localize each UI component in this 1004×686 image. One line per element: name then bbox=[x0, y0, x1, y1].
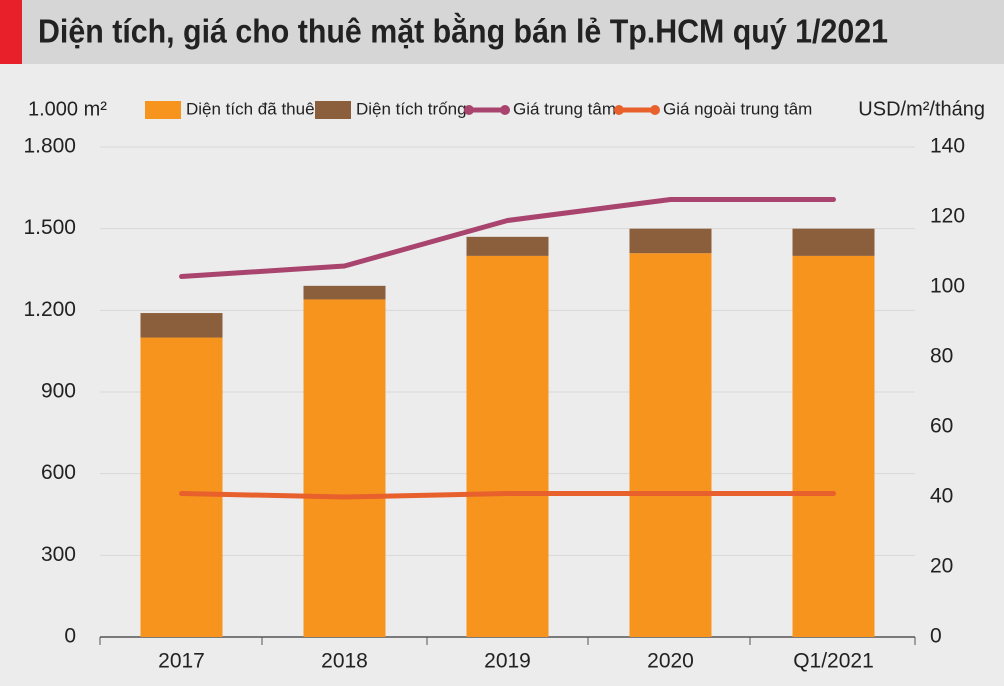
category-separators bbox=[99, 637, 916, 645]
y2-tick-label: 20 bbox=[930, 555, 953, 578]
legend-swatch-dot bbox=[650, 105, 660, 115]
y-tick-label: 900 bbox=[41, 380, 76, 403]
bar-segment bbox=[792, 228, 875, 256]
y2-tick-label: 100 bbox=[930, 275, 965, 298]
legend-swatch-dot bbox=[500, 105, 510, 115]
bar-segment bbox=[466, 236, 549, 256]
legend-swatch bbox=[315, 101, 351, 119]
legend-swatch-dot bbox=[614, 105, 624, 115]
y-tick-label: 0 bbox=[64, 625, 76, 648]
bar-segment bbox=[629, 253, 712, 637]
y-tick-label: 1.800 bbox=[23, 135, 76, 158]
line bbox=[179, 197, 836, 279]
title-accent bbox=[0, 0, 22, 64]
y2-tick-label: 60 bbox=[930, 415, 953, 438]
y2-tick-label: 80 bbox=[930, 345, 953, 368]
chart-title: Diện tích, giá cho thuê mặt bằng bán lẻ … bbox=[38, 13, 888, 50]
legend-label: Giá ngoài trung tâm bbox=[663, 99, 812, 118]
bar-segment bbox=[466, 255, 549, 637]
legend-label: Diện tích đã thuê bbox=[186, 99, 315, 118]
y-tick-label: 600 bbox=[41, 461, 76, 484]
bar-segment bbox=[792, 255, 875, 637]
legend-swatch bbox=[145, 101, 181, 119]
line bbox=[179, 491, 836, 500]
bar-segment bbox=[629, 228, 712, 254]
y2-tick-label: 120 bbox=[930, 205, 965, 228]
bar-segment bbox=[140, 337, 223, 637]
legend-label: Giá trung tâm bbox=[513, 99, 616, 118]
x-tick-label: 2018 bbox=[321, 650, 368, 673]
x-tick-label: 2019 bbox=[484, 650, 531, 673]
y-tick-label: 1.200 bbox=[23, 298, 76, 321]
x-tick-label: Q1/2021 bbox=[793, 650, 874, 673]
y2-tick-label: 40 bbox=[930, 485, 953, 508]
y2-tick-label: 0 bbox=[930, 625, 942, 648]
y-tick-label: 1.500 bbox=[23, 216, 76, 239]
x-tick-label: 2020 bbox=[647, 650, 694, 673]
x-tick-label: 2017 bbox=[158, 650, 205, 673]
legend-label: Diện tích trống bbox=[356, 99, 467, 118]
y-axis-label: 1.000 m² bbox=[28, 98, 107, 120]
y-tick-label: 300 bbox=[41, 543, 76, 566]
title-bar bbox=[0, 0, 1004, 64]
legend-swatch-dot bbox=[464, 105, 474, 115]
y2-tick-label: 140 bbox=[930, 135, 965, 158]
bar-segment bbox=[140, 313, 223, 338]
y2-axis-label: USD/m²/tháng bbox=[858, 98, 985, 120]
bar-segment bbox=[303, 299, 386, 637]
bar-segment bbox=[303, 285, 386, 300]
